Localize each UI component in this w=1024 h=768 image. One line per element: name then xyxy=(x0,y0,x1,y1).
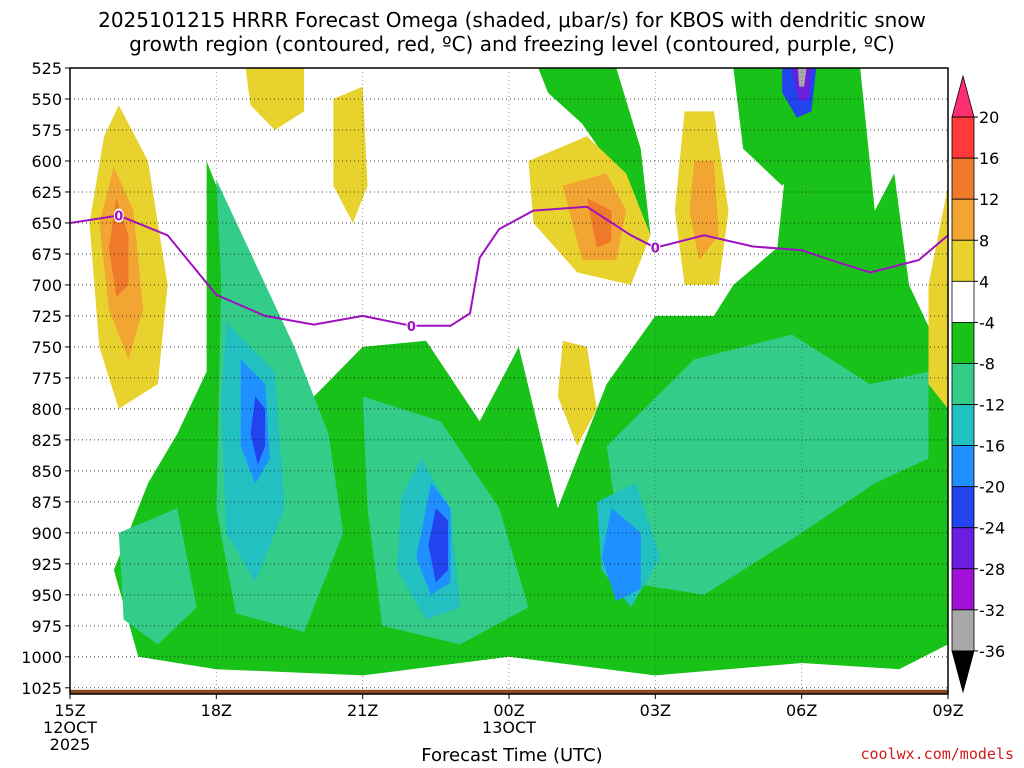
x-tick-label-0-2: 2025 xyxy=(50,735,91,754)
y-tick-label-975: 975 xyxy=(31,617,62,636)
colorbar-label-6: -8 xyxy=(979,354,995,373)
y-tick-label-950: 950 xyxy=(31,586,62,605)
omega-region-green-upper-center xyxy=(538,68,651,236)
colorbar-bin-13 xyxy=(951,609,975,652)
colorbar-bin-8 xyxy=(951,404,975,446)
y-tick-label-750: 750 xyxy=(31,338,62,357)
y-tick-label-600: 600 xyxy=(31,152,62,171)
omega-region-teal-bottom-left xyxy=(118,508,197,645)
colorbar-label-4: 4 xyxy=(979,272,989,291)
colorbar-label-2: 12 xyxy=(979,190,999,209)
x-tick-label-6-0: 21Z xyxy=(347,701,378,720)
colorbar-bin-7 xyxy=(951,363,975,405)
freezing-label-1: 0 xyxy=(407,320,416,335)
x-tick-label-12-0: 03Z xyxy=(640,701,671,720)
colorbar-bin-12 xyxy=(951,568,975,611)
omega-region-top-right-gray xyxy=(797,68,807,87)
y-tick-label-925: 925 xyxy=(31,555,62,574)
chart-title: 2025101215 HRRR Forecast Omega (shaded, … xyxy=(0,8,1024,56)
freezing-label-2: 0 xyxy=(651,242,660,257)
y-axis: 525 550 575 600 625 650 675 700 725 750 775 800 825 8… xyxy=(21,59,70,698)
colorbar-bin-5 xyxy=(951,280,975,323)
freezing-label-bg-2 xyxy=(650,240,661,255)
omega-region-deep-blue-left xyxy=(250,396,266,465)
y-tick-label-725: 725 xyxy=(31,307,62,326)
colorbar-label-13: -36 xyxy=(979,642,1005,661)
y-tick-label-1000: 1000 xyxy=(21,648,62,667)
x-tick-label-0-0: 15Z xyxy=(54,701,85,720)
colorbar-bin-2 xyxy=(951,157,975,200)
omega-region-orange-center-right xyxy=(689,161,719,261)
freezing-level-line xyxy=(70,205,948,327)
y-tick-label-900: 900 xyxy=(31,524,62,543)
colorbar-label-9: -20 xyxy=(979,478,1005,497)
y-tick-label-675: 675 xyxy=(31,245,62,264)
colorbar-bin-10 xyxy=(951,486,975,529)
y-tick-label-650: 650 xyxy=(31,214,62,233)
omega-region-yellow-small-center xyxy=(557,340,597,447)
title-line-1: 2025101215 HRRR Forecast Omega (shaded, … xyxy=(98,8,926,32)
x-tick-label-15-0: 06Z xyxy=(786,701,817,720)
freezing-label-bg-1 xyxy=(406,318,417,333)
colorbar-label-5: -4 xyxy=(979,313,995,332)
freezing-label-bg-0 xyxy=(113,208,124,223)
surface-terrain xyxy=(70,689,948,694)
y-tick-label-800: 800 xyxy=(31,400,62,419)
omega-shading: 0 0 0 xyxy=(70,68,948,694)
y-tick-label-825: 825 xyxy=(31,431,62,450)
colorbar-label-0: 20 xyxy=(979,108,999,127)
colorbar-bin-6 xyxy=(951,321,975,364)
colorbar: 20 16 12 8 4 -4 -8 -12 -16 -20 -24 -28 -32 -36 xyxy=(951,74,1005,694)
y-tick-label-575: 575 xyxy=(31,121,62,140)
colorbar-label-10: -24 xyxy=(979,519,1005,538)
colorbar-label-1: 16 xyxy=(979,149,999,168)
x-axis-title: Forecast Time (UTC) xyxy=(421,745,603,766)
colorbar-bin-bottom xyxy=(951,650,975,694)
omega-region-blue-right xyxy=(601,508,641,601)
y-tick-label-700: 700 xyxy=(31,276,62,295)
colorbar-bin-9 xyxy=(951,445,975,488)
credit-text: coolwx.com/models xyxy=(860,745,1014,763)
colorbar-bin-4 xyxy=(951,239,975,282)
colorbar-bin-top xyxy=(951,74,975,118)
omega-region-teal-right xyxy=(606,334,929,595)
y-tick-label-875: 875 xyxy=(31,493,62,512)
colorbar-bin-3 xyxy=(951,198,975,241)
x-tick-label-9-0: 00Z xyxy=(493,701,524,720)
omega-region-yellow-top-mid xyxy=(333,86,368,223)
x-tick-label-9-1: 13OCT xyxy=(482,718,536,737)
x-tick-label-0-1: 12OCT xyxy=(43,718,97,737)
freezing-label-0: 0 xyxy=(114,210,123,225)
colorbar-label-12: -32 xyxy=(979,601,1005,620)
y-tick-label-525: 525 xyxy=(31,59,62,78)
omega-region-orange2-left xyxy=(109,198,129,298)
colorbar-bin-11 xyxy=(951,527,975,570)
y-tick-label-850: 850 xyxy=(31,462,62,481)
colorbar-label-7: -12 xyxy=(979,396,1005,415)
y-tick-label-1025: 1025 xyxy=(21,679,62,698)
colorbar-bin-1 xyxy=(951,116,975,159)
colorbar-label-3: 8 xyxy=(979,231,989,250)
colorbar-label-11: -28 xyxy=(979,560,1005,579)
colorbar-label-8: -16 xyxy=(979,437,1005,456)
omega-region-deep-blue-center xyxy=(428,508,448,583)
title-line-2: growth region (contoured, red, ºC) and f… xyxy=(129,32,895,56)
y-tick-label-775: 775 xyxy=(31,369,62,388)
x-tick-label-3-0: 18Z xyxy=(201,701,232,720)
x-tick-label-18-0: 09Z xyxy=(932,701,963,720)
y-tick-label-550: 550 xyxy=(31,90,62,109)
y-tick-label-625: 625 xyxy=(31,183,62,202)
omega-region-yellow-right-edge xyxy=(928,185,948,409)
